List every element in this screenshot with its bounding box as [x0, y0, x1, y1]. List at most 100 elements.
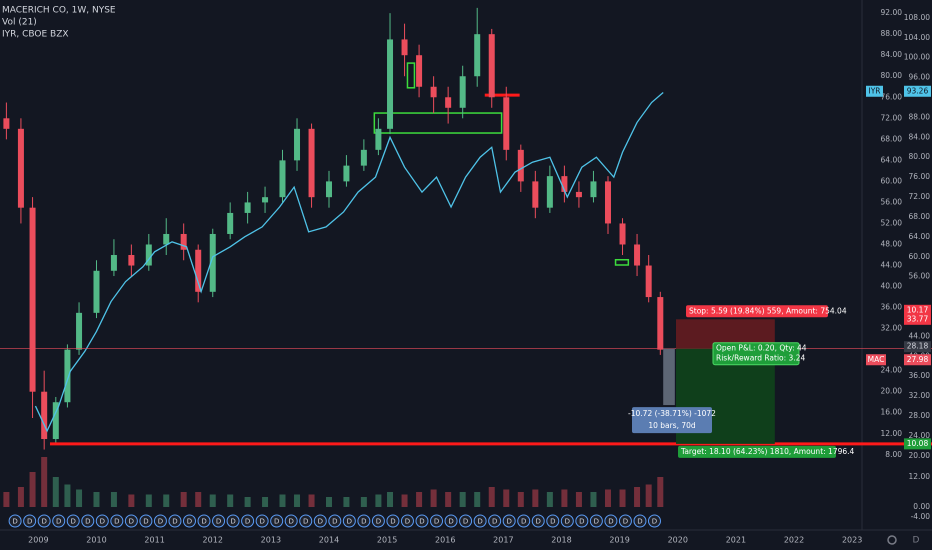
dividend-label: D	[434, 518, 439, 526]
dividend-label: D	[172, 518, 177, 526]
y2-tick-label: 68.00	[909, 212, 931, 221]
volume-bar	[590, 492, 597, 507]
target-tag-box	[904, 438, 931, 450]
stop-pnl-tag: 10.17	[907, 305, 929, 314]
dividend-label: D	[477, 518, 482, 526]
dividend-marker	[182, 514, 196, 528]
y-tick-label: 16.00	[881, 408, 903, 417]
series-line	[34, 92, 664, 433]
candle-body	[294, 128, 301, 161]
volume-bar	[76, 489, 83, 507]
volume-bar	[459, 492, 466, 507]
volume-bar	[180, 492, 187, 507]
dividend-marker	[212, 514, 226, 528]
y-tick-label: 64.00	[881, 155, 903, 164]
dividend-marker	[270, 514, 284, 528]
interval-button[interactable]: D	[913, 536, 920, 546]
dividend-marker	[139, 514, 153, 528]
dividend-label: D	[463, 518, 468, 526]
dividend-marker	[342, 514, 356, 528]
dividend-label: D	[347, 518, 352, 526]
dividend-label: D	[565, 518, 570, 526]
x-tick-label: 2010	[86, 536, 106, 545]
dividend-label: D	[594, 518, 599, 526]
drawing-box	[373, 112, 503, 134]
x-tick-label: 2011	[144, 536, 164, 545]
volume-bar	[41, 457, 48, 507]
y2-tick-label: 32.00	[909, 391, 931, 400]
dividend-marker	[415, 514, 429, 528]
candle-body	[3, 118, 10, 129]
dividend-label: D	[608, 518, 613, 526]
volume-bar	[416, 492, 423, 507]
volume-bar	[29, 472, 36, 507]
y-tick-label: 68.00	[881, 134, 903, 143]
dividend-marker	[633, 514, 647, 528]
volume-bar	[110, 492, 117, 507]
y2-tick-label: 24.00	[909, 431, 931, 440]
last-price-tag: 93.26	[907, 86, 929, 95]
dividend-marker	[124, 514, 138, 528]
candle-body	[110, 255, 117, 271]
candle-body	[343, 165, 350, 182]
y2-tick-label: 76.00	[909, 172, 931, 181]
gear[interactable]	[887, 535, 897, 545]
measure-label: -10.72 (-38.71%) -1072	[628, 409, 716, 418]
dividend-marker	[23, 514, 37, 528]
volume-tick-label: 12.00	[909, 472, 931, 481]
volume-bar	[575, 492, 582, 507]
dividend-marker	[299, 514, 313, 528]
dividend-label: D	[12, 518, 17, 526]
candle-body	[375, 128, 382, 150]
y2-tick-label: 56.00	[909, 272, 931, 281]
target-label-box	[678, 445, 836, 458]
candle-body	[360, 149, 367, 166]
y2-tick-label: 96.00	[909, 73, 931, 82]
candle-body	[430, 86, 437, 98]
stop-label-box	[686, 305, 828, 318]
y-tick-label: 12.00	[881, 429, 903, 438]
dividend-label: D	[376, 518, 381, 526]
dividend-label: D	[405, 518, 410, 526]
dividend-marker	[328, 514, 342, 528]
dividend-marker	[604, 514, 618, 528]
dividend-marker	[459, 514, 473, 528]
dividend-marker	[284, 514, 298, 528]
volume-bar	[517, 492, 524, 507]
y2-tick-label: 72.00	[909, 192, 931, 201]
volume-bar	[325, 497, 332, 507]
volume-bar	[503, 489, 510, 507]
volume-bar	[634, 487, 641, 507]
pnl-label: Open P&L: 0.20, Qty: 44	[716, 344, 807, 353]
dividend-label: D	[579, 518, 584, 526]
candle-body	[645, 265, 652, 298]
candle-body	[532, 181, 539, 208]
last-price-tag: 27.98	[907, 355, 929, 364]
dividend-marker	[589, 514, 603, 528]
candle-body	[244, 202, 251, 213]
candle-body	[387, 39, 394, 129]
y2-tick-label: 108.00	[904, 13, 930, 22]
series-name-tag: MAC	[868, 355, 885, 364]
dividend-label: D	[27, 518, 32, 526]
volume-bar	[227, 494, 234, 507]
candle-body	[29, 207, 36, 392]
x-tick-label: 2022	[784, 536, 804, 545]
dividend-label: D	[143, 518, 148, 526]
volume-bar	[128, 494, 135, 507]
settings-icon[interactable]	[887, 535, 897, 545]
volume-bar	[445, 492, 452, 507]
dividend-label: D	[536, 518, 541, 526]
y-tick-label: 20.00	[881, 387, 903, 396]
dividend-marker	[8, 514, 22, 528]
dividend-marker	[52, 514, 66, 528]
dividend-marker	[546, 514, 560, 528]
dividend-marker	[386, 514, 400, 528]
dividend-label: D	[259, 518, 264, 526]
y2-tick-label: 36.00	[909, 371, 931, 380]
dividend-label: D	[361, 518, 366, 526]
drawing-box	[614, 258, 630, 266]
y2-tick-label: 60.00	[909, 252, 931, 261]
